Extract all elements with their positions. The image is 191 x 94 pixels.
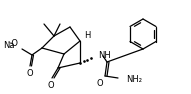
Text: ⁻O: ⁻O (7, 39, 18, 47)
Text: H: H (84, 31, 90, 41)
Text: O: O (27, 69, 33, 77)
Text: NH₂: NH₂ (126, 75, 142, 85)
Text: O: O (97, 80, 103, 88)
Text: Na: Na (3, 41, 15, 50)
Text: O: O (48, 80, 54, 89)
Text: NH: NH (98, 52, 111, 61)
